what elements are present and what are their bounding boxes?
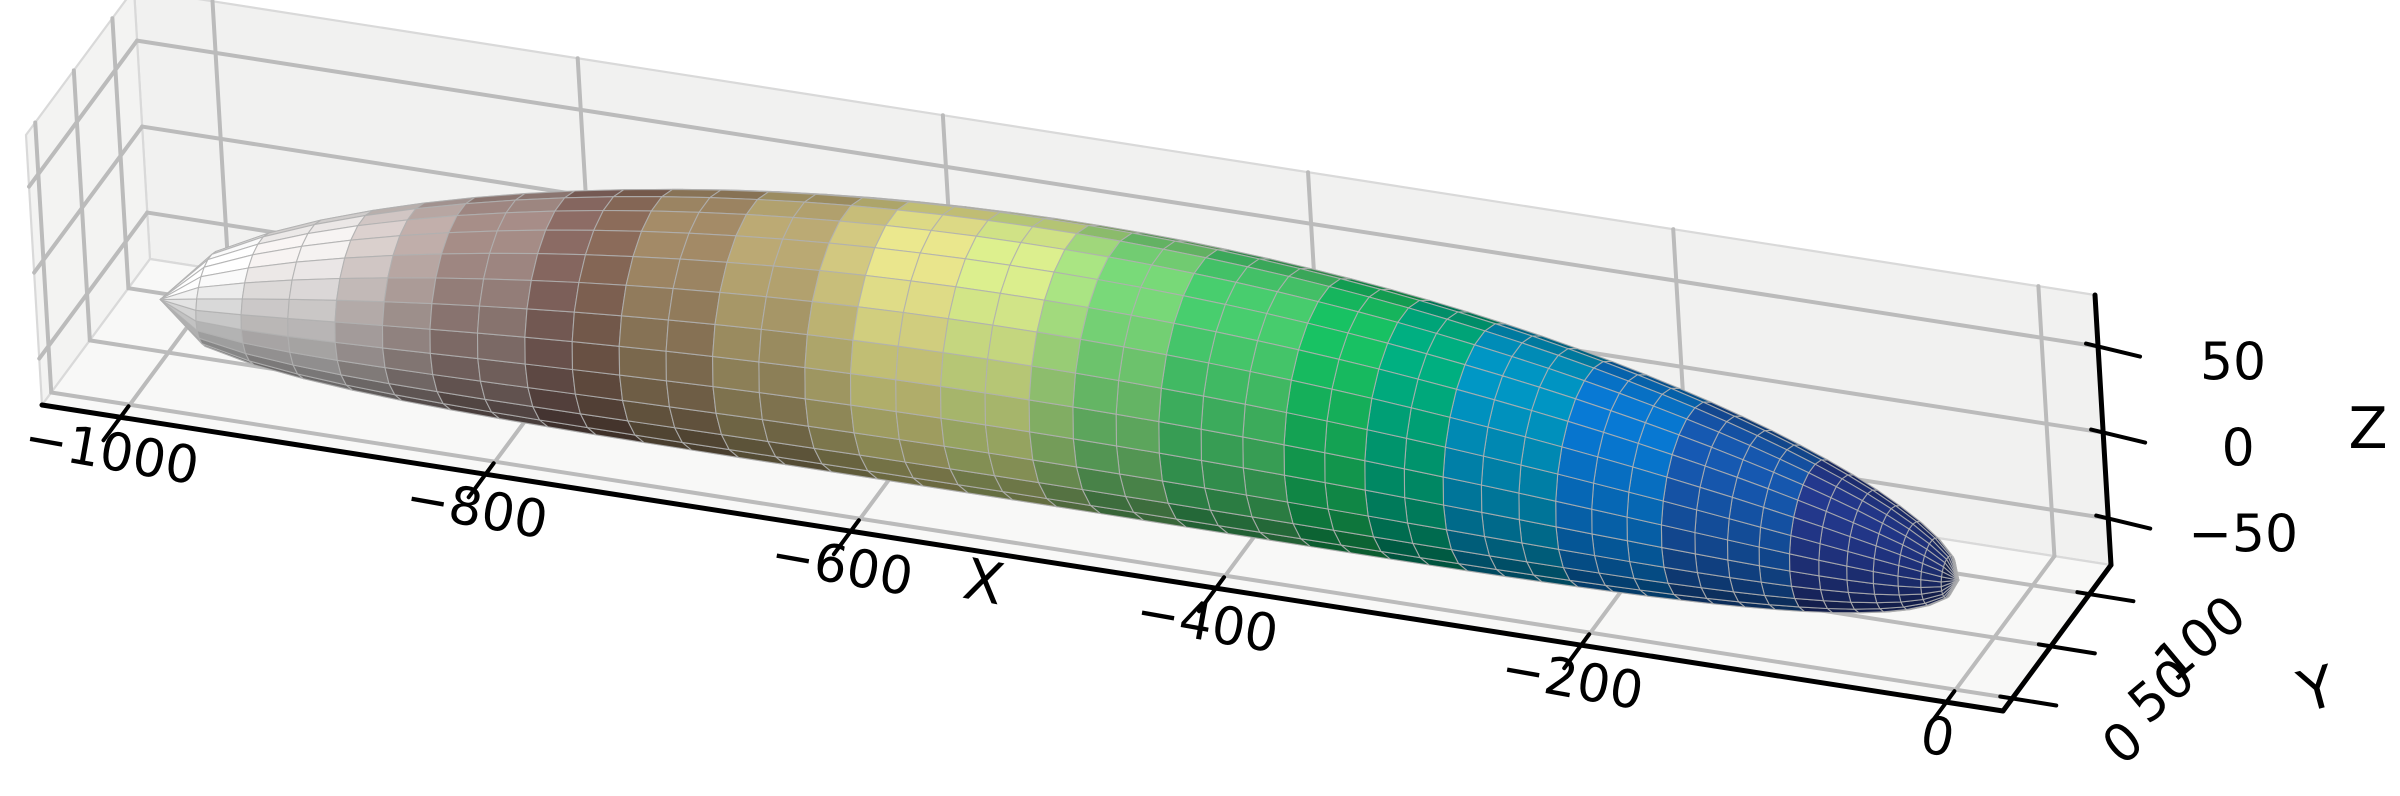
y-axis-line [2000,562,2114,714]
surface-mesh [159,188,1960,614]
y-axis-label: Y [2291,653,2343,726]
z-axis-label: Z [2348,396,2387,462]
z-tick-label: 50 [2200,333,2266,393]
z-tick-label: −50 [2188,505,2298,565]
x-axis-line [39,402,2006,714]
x-tick-label: 0 [1916,705,1959,770]
tick-marks [101,341,2153,728]
z-tick-label: 0 [2222,419,2255,479]
x-axis-label: X [958,546,1009,618]
